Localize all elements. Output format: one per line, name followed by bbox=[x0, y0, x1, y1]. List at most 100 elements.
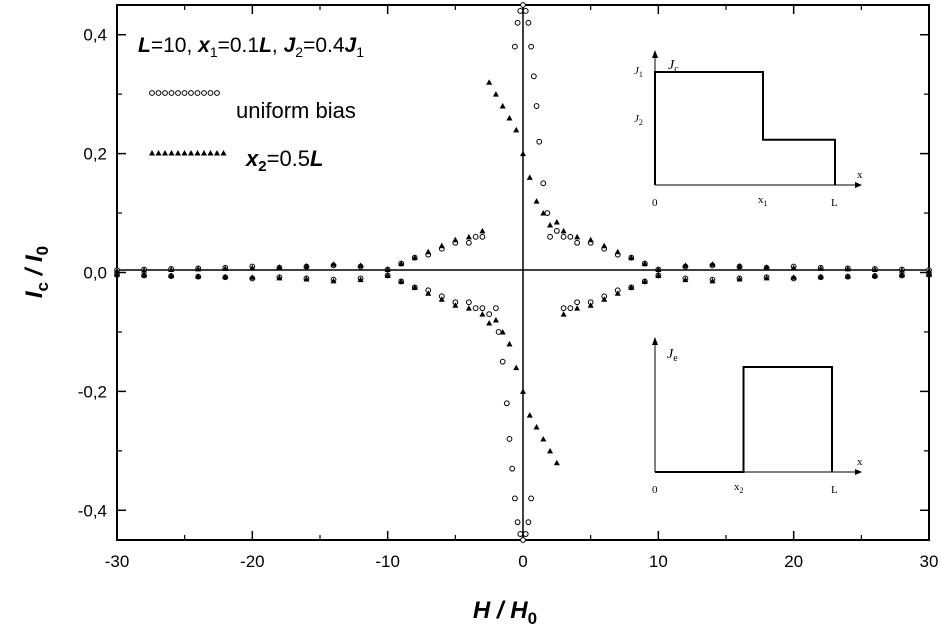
data-point-triangle bbox=[479, 227, 486, 234]
legend-circle bbox=[149, 90, 155, 96]
data-point-triangle bbox=[438, 242, 445, 249]
data-point-triangle bbox=[560, 311, 567, 317]
data-point-circle bbox=[574, 239, 581, 246]
data-point-triangle bbox=[574, 305, 581, 311]
tick-label-group: -30 -20 -10 0 10 20 30 -0,4 -0,2 0,0 0,2 0,4 bbox=[78, 26, 939, 571]
series-x2 bbox=[114, 79, 932, 466]
data-point-triangle bbox=[790, 264, 797, 271]
data-point-triangle bbox=[479, 311, 486, 317]
legend-triangle bbox=[155, 150, 162, 156]
legend-circle bbox=[214, 90, 220, 96]
inset2-x-tick-0: 0 bbox=[652, 484, 658, 496]
series-group bbox=[114, 2, 932, 543]
inset-je-profile: Je 0 x2 L x bbox=[652, 337, 863, 496]
data-point-circle bbox=[509, 465, 516, 472]
data-point-circle bbox=[499, 358, 506, 365]
legend-marker-triangles bbox=[149, 150, 227, 156]
data-point-triangle bbox=[499, 328, 506, 335]
y-tick-label: 0,2 bbox=[83, 145, 107, 164]
legend-triangle bbox=[188, 150, 194, 156]
legend-triangle bbox=[214, 150, 220, 156]
data-point-triangle bbox=[574, 233, 581, 240]
data-point-triangle bbox=[844, 265, 851, 272]
inset2-x-arrow bbox=[855, 469, 862, 475]
data-point-triangle bbox=[926, 271, 932, 277]
data-point-triangle bbox=[452, 302, 459, 308]
data-point-triangle bbox=[898, 271, 905, 278]
data-point-triangle bbox=[898, 267, 905, 273]
inset2-x-tick-L: L bbox=[831, 484, 838, 496]
legend-triangle bbox=[175, 150, 181, 156]
data-point-triangle bbox=[499, 103, 506, 109]
data-point-triangle bbox=[709, 261, 716, 267]
data-point-triangle bbox=[384, 272, 391, 278]
data-point-triangle bbox=[817, 273, 824, 280]
data-point-triangle bbox=[303, 262, 310, 269]
data-point-triangle bbox=[817, 265, 824, 271]
data-point-triangle bbox=[513, 126, 520, 133]
data-point-circle bbox=[486, 311, 493, 318]
x-tick-label: -20 bbox=[240, 552, 265, 571]
y-tick-label: 0,4 bbox=[83, 26, 107, 45]
data-point-triangle bbox=[195, 265, 202, 272]
data-point-circle bbox=[553, 227, 560, 234]
data-point-triangle bbox=[540, 210, 547, 216]
data-point-triangle bbox=[384, 266, 391, 273]
data-point-circle bbox=[514, 519, 521, 526]
data-point-triangle bbox=[411, 254, 418, 261]
data-point-triangle bbox=[926, 267, 932, 274]
data-point-triangle bbox=[249, 264, 256, 271]
legend-circle bbox=[155, 90, 162, 96]
data-point-triangle bbox=[492, 317, 499, 323]
data-point-triangle bbox=[486, 79, 493, 85]
data-point-circle bbox=[525, 519, 532, 526]
data-point-triangle bbox=[513, 364, 520, 371]
data-point-triangle bbox=[526, 412, 533, 418]
data-point-triangle bbox=[871, 266, 878, 273]
data-point-triangle bbox=[547, 447, 554, 454]
legend-triangle bbox=[168, 150, 175, 156]
data-point-circle bbox=[522, 8, 529, 14]
data-point-triangle bbox=[398, 260, 405, 267]
legend-circle bbox=[194, 90, 201, 96]
data-point-circle bbox=[522, 531, 529, 537]
data-point-circle bbox=[511, 495, 518, 502]
data-point-triangle bbox=[168, 266, 175, 273]
data-point-circle bbox=[528, 43, 535, 50]
data-point-triangle bbox=[506, 114, 513, 121]
data-point-triangle bbox=[506, 340, 513, 347]
inset1-x-tick-x1: x1 bbox=[758, 194, 768, 208]
legend-triangle bbox=[149, 150, 155, 156]
data-point-triangle bbox=[141, 271, 148, 278]
data-point-triangle bbox=[276, 264, 283, 270]
data-point-triangle bbox=[641, 278, 648, 284]
data-point-circle bbox=[495, 329, 502, 335]
data-point-circle bbox=[503, 400, 510, 407]
legend-triangle bbox=[194, 150, 201, 156]
data-point-triangle bbox=[736, 276, 743, 282]
data-point-circle bbox=[530, 73, 537, 80]
data-point-triangle bbox=[547, 221, 554, 228]
inset1-x-label: x bbox=[857, 169, 863, 181]
data-point-circle bbox=[472, 305, 479, 312]
legend-triangle bbox=[181, 150, 188, 156]
x-axis-title: H / H0 bbox=[473, 597, 537, 628]
data-point-circle bbox=[544, 210, 551, 216]
data-point-triangle bbox=[425, 248, 432, 255]
legend-label-uniform-bias: uniform bias bbox=[236, 98, 356, 123]
inset1-x-tick-0: 0 bbox=[652, 197, 658, 209]
inset1-y-arrow bbox=[652, 50, 658, 58]
x-tick-label: 20 bbox=[784, 552, 803, 571]
data-point-triangle bbox=[587, 236, 594, 243]
data-point-triangle bbox=[452, 236, 459, 243]
data-point-triangle bbox=[222, 273, 229, 280]
data-point-circle bbox=[533, 103, 540, 109]
parameter-annotation: L=10, x1=0.1L, J2=0.4J1 bbox=[138, 34, 364, 60]
data-point-circle bbox=[525, 19, 532, 26]
x-tick-label: -10 bbox=[375, 552, 400, 571]
data-point-circle bbox=[540, 180, 547, 187]
inset2-y-label: Je bbox=[667, 347, 678, 364]
data-point-circle bbox=[479, 305, 486, 312]
legend-triangle bbox=[162, 150, 168, 156]
data-point-circle bbox=[465, 299, 472, 306]
